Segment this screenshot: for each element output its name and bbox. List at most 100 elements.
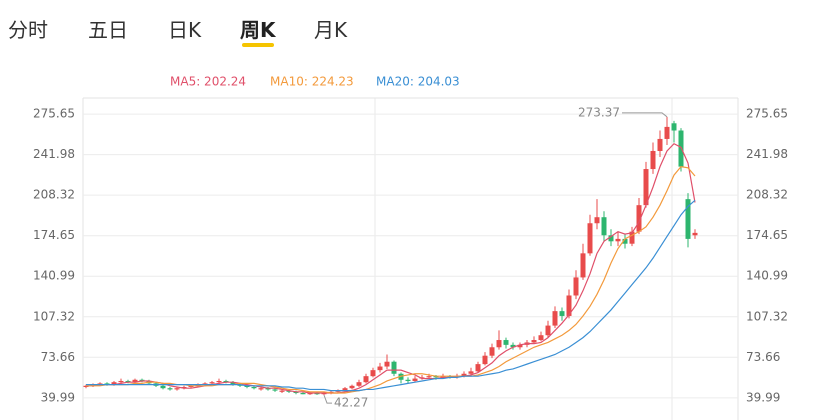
candle-body	[160, 385, 166, 389]
candle-body	[643, 169, 649, 206]
y-tick-label: 174.65	[33, 228, 75, 242]
candle-body	[489, 347, 495, 356]
candle-body	[433, 376, 439, 378]
candle-body	[216, 380, 222, 383]
candle-body	[104, 383, 110, 385]
candle-body	[629, 231, 635, 244]
candle-body	[370, 370, 376, 377]
candle-body	[496, 340, 502, 348]
candle-body	[517, 344, 523, 348]
ma-line	[86, 143, 696, 394]
tab[interactable]: 周K	[240, 14, 276, 47]
candle-body	[426, 376, 432, 378]
candle-body	[125, 380, 131, 383]
tab[interactable]: 分时	[8, 18, 48, 42]
candle-body	[202, 383, 208, 385]
legend-entry: MA10: 224.23	[270, 75, 354, 89]
candle-body	[265, 388, 271, 390]
candle-body	[139, 379, 145, 381]
y-tick-label: 241.98	[33, 147, 75, 161]
candle-body	[167, 388, 173, 390]
y-tick-label: 275.65	[33, 107, 75, 121]
candle-body	[209, 382, 215, 384]
candle-body	[461, 373, 467, 377]
candle-body	[608, 235, 614, 242]
candle-body	[538, 335, 544, 341]
candle-body	[559, 311, 565, 316]
candle-body	[440, 376, 446, 378]
candle-body	[573, 277, 579, 296]
y2-tick-label: 275.65	[746, 107, 788, 121]
candle-body	[258, 388, 264, 390]
candle-body	[636, 205, 642, 232]
candle-body	[174, 388, 180, 390]
y2-tick-label: 241.98	[746, 147, 788, 161]
candle-body	[545, 325, 551, 336]
candle-body	[244, 385, 250, 388]
y-tick-label: 73.66	[41, 350, 75, 364]
candle-body	[111, 382, 117, 385]
candle-body	[377, 366, 383, 371]
ma-line	[86, 165, 696, 394]
candle-body	[664, 126, 670, 139]
candle-body	[391, 361, 397, 374]
candle-body	[531, 340, 537, 343]
tab[interactable]: 月K	[314, 18, 348, 42]
candle-body	[650, 150, 656, 170]
candle-body	[279, 390, 285, 392]
candle-body	[300, 393, 306, 395]
candle-body	[622, 238, 628, 244]
candle-body	[405, 379, 411, 381]
y2-tick-label: 107.32	[746, 309, 788, 323]
candle-body	[314, 393, 320, 395]
candle-body	[363, 376, 369, 383]
tab[interactable]: 五日	[88, 18, 128, 42]
y2-tick-label: 208.32	[746, 188, 788, 202]
tab[interactable]: 日K	[168, 18, 202, 42]
candle-body	[692, 232, 698, 236]
candle-body	[566, 295, 572, 316]
candle-body	[335, 390, 341, 392]
candle-body	[307, 393, 313, 395]
candle-body	[321, 393, 327, 395]
candle-body	[475, 364, 481, 372]
annotation-label: 273.37	[578, 105, 620, 119]
y2-tick-label: 140.99	[746, 269, 788, 283]
y-tick-label: 140.99	[33, 269, 75, 283]
candle-body	[671, 123, 677, 131]
y2-tick-label: 174.65	[746, 228, 788, 242]
y-tick-label: 208.32	[33, 188, 75, 202]
candle-body	[83, 385, 89, 388]
y2-tick-label: 39.99	[746, 390, 780, 404]
candle-body	[272, 389, 278, 391]
annotation-leader	[323, 394, 332, 404]
annotation-label: 42.27	[334, 396, 368, 410]
candle-body	[349, 385, 355, 389]
y-tick-label: 39.99	[41, 390, 75, 404]
candle-body	[601, 217, 607, 236]
candle-body	[251, 387, 257, 389]
ma-line	[86, 199, 696, 392]
candle-body	[685, 199, 691, 239]
candle-body	[657, 138, 663, 151]
candle-body	[412, 378, 418, 381]
candle-body	[293, 391, 299, 394]
candle-body	[594, 217, 600, 224]
candle-body	[195, 384, 201, 386]
candle-body	[118, 380, 124, 383]
legend-entry: MA20: 204.03	[376, 75, 460, 89]
candle-body	[132, 379, 138, 383]
candle-body	[552, 311, 558, 326]
candle-body	[384, 361, 390, 367]
candle-body	[482, 355, 488, 365]
candle-body	[615, 238, 621, 242]
candle-body	[230, 382, 236, 385]
y2-tick-label: 73.66	[746, 350, 780, 364]
annotation-leader	[622, 112, 668, 118]
candle-body	[587, 223, 593, 254]
candle-body	[342, 388, 348, 391]
candle-body	[188, 385, 194, 388]
candle-body	[356, 382, 362, 386]
